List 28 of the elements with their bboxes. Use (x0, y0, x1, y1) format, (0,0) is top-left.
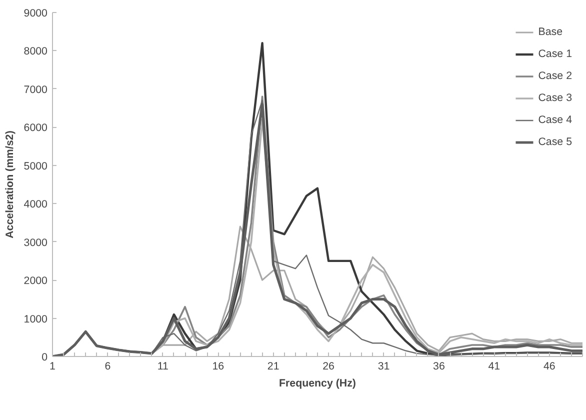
x-tick-label: 46 (543, 360, 556, 372)
x-tick-label: 6 (104, 360, 111, 372)
legend-label: Case 2 (538, 69, 572, 83)
legend-label: Case 4 (538, 113, 572, 127)
y-tick-label: 0 (42, 352, 48, 364)
y-tick-label: 4000 (24, 198, 48, 211)
x-axis-title: Frequency (Hz) (279, 378, 356, 390)
x-tick-label: 16 (212, 360, 224, 372)
legend-label: Case 5 (538, 135, 572, 149)
y-tick-label: 8000 (24, 46, 48, 58)
y-tick-label: 3000 (24, 236, 48, 249)
legend-label: Case 3 (538, 91, 572, 105)
x-tick-label: 31 (378, 360, 390, 372)
y-tick-label: 6000 (24, 122, 48, 134)
y-tick-label: 9000 (24, 8, 48, 20)
x-tick-label: 26 (322, 360, 335, 372)
x-tick-label: 21 (267, 360, 280, 372)
y-tick-label: 1000 (24, 313, 48, 326)
x-tick-label: 41 (488, 360, 500, 372)
x-tick-label: 11 (157, 360, 169, 372)
x-tick-label: 36 (433, 360, 445, 372)
y-tick-label: 7000 (24, 84, 48, 96)
legend-label: Case 1 (538, 47, 572, 61)
x-tick-label: 1 (50, 360, 56, 372)
legend-label: Base (538, 25, 563, 39)
y-axis-title: Acceleration (mm/s2) (4, 130, 16, 238)
y-tick-label: 5000 (24, 160, 48, 172)
y-tick-label: 2000 (24, 275, 48, 288)
